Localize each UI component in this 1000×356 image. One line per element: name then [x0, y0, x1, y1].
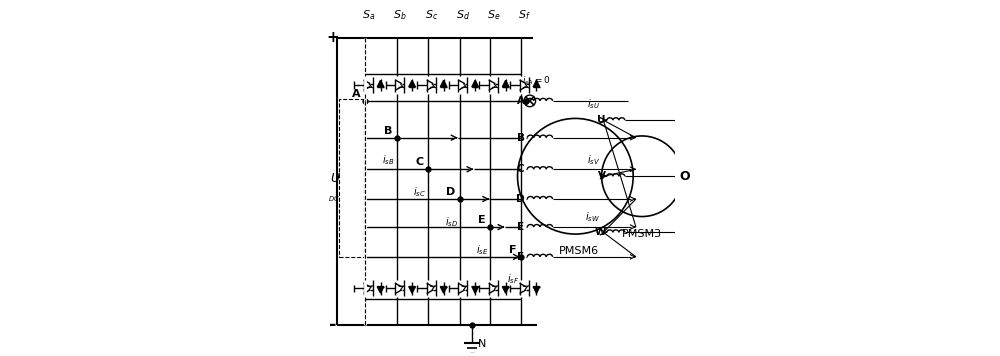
Text: E: E: [478, 215, 486, 225]
Text: $i_{sC}$: $i_{sC}$: [413, 185, 426, 199]
Text: $S_a$: $S_a$: [362, 8, 375, 22]
Text: A: A: [517, 96, 525, 106]
Text: $i_{sA}=0$: $i_{sA}=0$: [522, 74, 551, 87]
Polygon shape: [409, 80, 415, 87]
Text: $i_{sE}$: $i_{sE}$: [476, 243, 488, 257]
Text: B: B: [517, 133, 525, 143]
Polygon shape: [533, 80, 540, 87]
Text: $i_{sV}$: $i_{sV}$: [587, 154, 600, 167]
Text: $i_{sU}$: $i_{sU}$: [587, 98, 600, 111]
Text: -: -: [329, 316, 336, 334]
Text: PMSM3: PMSM3: [622, 229, 662, 239]
Text: $i_{sW}$: $i_{sW}$: [585, 210, 600, 224]
Polygon shape: [377, 287, 384, 293]
Polygon shape: [440, 80, 447, 87]
Text: F: F: [517, 252, 525, 262]
Bar: [680, 110, 689, 243]
Text: $S_d$: $S_d$: [456, 8, 470, 22]
Text: +: +: [326, 30, 339, 45]
Text: U: U: [597, 115, 606, 125]
Text: $S_e$: $S_e$: [487, 8, 500, 22]
Text: PMSM6: PMSM6: [559, 246, 599, 256]
Text: $_{DC}$: $_{DC}$: [328, 194, 340, 204]
Text: W: W: [594, 227, 606, 237]
Polygon shape: [472, 80, 478, 87]
Text: C: C: [517, 164, 525, 174]
Text: $S_c$: $S_c$: [425, 8, 438, 22]
Polygon shape: [440, 287, 447, 293]
Text: C: C: [416, 157, 424, 167]
Text: $S_b$: $S_b$: [393, 8, 407, 22]
Polygon shape: [502, 80, 509, 87]
Text: $i_{sB}$: $i_{sB}$: [382, 153, 395, 167]
Text: V: V: [598, 171, 606, 181]
Text: D: D: [516, 194, 525, 204]
Text: $i_{sD}$: $i_{sD}$: [445, 215, 458, 229]
Polygon shape: [502, 287, 509, 293]
Polygon shape: [472, 287, 478, 293]
Text: B: B: [384, 126, 392, 136]
Text: $i_{sF}$: $i_{sF}$: [507, 273, 519, 287]
Text: E: E: [517, 222, 525, 232]
Bar: [339, 99, 364, 257]
Text: $S_f$: $S_f$: [518, 8, 531, 22]
Text: F: F: [509, 245, 517, 255]
Text: A: A: [352, 89, 361, 99]
Text: N: N: [478, 340, 487, 350]
Text: D: D: [446, 187, 455, 197]
Polygon shape: [409, 287, 415, 293]
Polygon shape: [533, 287, 540, 293]
Text: $U$: $U$: [330, 172, 341, 184]
Polygon shape: [377, 80, 384, 87]
Text: O: O: [680, 170, 690, 183]
